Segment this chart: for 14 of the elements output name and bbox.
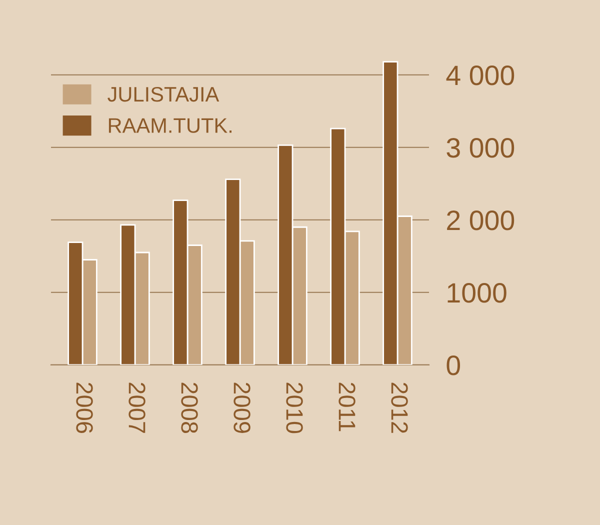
x-tick-label: 2006	[76, 382, 93, 434]
x-tick-label: 2007	[128, 382, 146, 433]
x-tick-label: 2009	[234, 382, 250, 433]
legend-label: JULISTAJIA	[108, 86, 220, 102]
y-tick-label: 1000	[448, 283, 506, 303]
y-tick-label: 3 000	[446, 138, 514, 158]
y-tick-label: 0	[446, 356, 460, 376]
x-tick-label: 2008	[181, 382, 198, 434]
x-tick-label: 2011	[338, 382, 356, 432]
y-tick-label: 4 000	[446, 66, 514, 86]
y-tick-label: 2 000	[447, 210, 514, 230]
x-tick-label: 2010	[286, 382, 303, 434]
x-tick-label: 2012	[391, 382, 408, 433]
legend-label: RAAM.TUTK.	[108, 118, 232, 133]
